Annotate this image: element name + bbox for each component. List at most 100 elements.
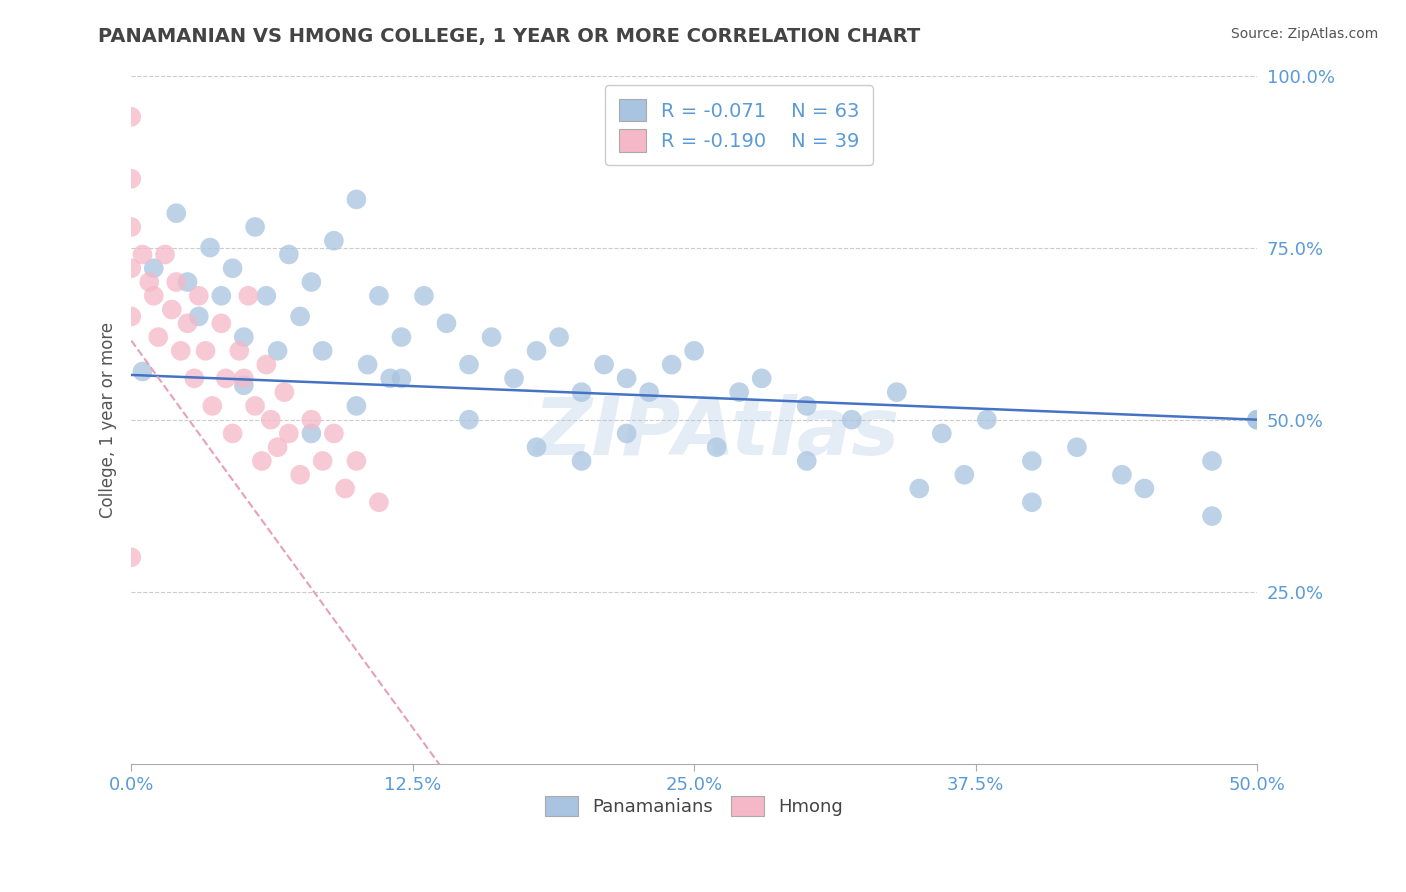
- Point: [209, 289, 232, 303]
- Point: [266, 440, 288, 454]
- Point: [953, 467, 976, 482]
- Point: [201, 399, 224, 413]
- Point: [706, 440, 728, 454]
- Point: [176, 275, 198, 289]
- Point: [243, 399, 266, 413]
- Point: [571, 385, 593, 400]
- Point: [413, 289, 436, 303]
- Point: [1201, 454, 1223, 468]
- Point: [142, 289, 165, 303]
- Point: [322, 426, 344, 441]
- Point: [368, 289, 391, 303]
- Point: [886, 385, 908, 400]
- Point: [176, 316, 198, 330]
- Text: PANAMANIAN VS HMONG COLLEGE, 1 YEAR OR MORE CORRELATION CHART: PANAMANIAN VS HMONG COLLEGE, 1 YEAR OR M…: [98, 27, 921, 45]
- Point: [503, 371, 526, 385]
- Point: [458, 358, 481, 372]
- Point: [299, 426, 322, 441]
- Point: [148, 330, 170, 344]
- Point: [593, 358, 616, 372]
- Point: [1201, 509, 1223, 524]
- Point: [165, 275, 187, 289]
- Point: [908, 482, 931, 496]
- Point: [344, 399, 367, 413]
- Point: [221, 261, 243, 276]
- Point: [458, 412, 481, 426]
- Point: [728, 385, 751, 400]
- Point: [1133, 482, 1156, 496]
- Point: [170, 343, 193, 358]
- Point: [120, 219, 142, 234]
- Point: [380, 371, 402, 385]
- Point: [277, 247, 299, 261]
- Point: [250, 454, 273, 468]
- Point: [160, 302, 183, 317]
- Point: [1021, 454, 1043, 468]
- Point: [356, 358, 378, 372]
- Point: [142, 261, 165, 276]
- Point: [1111, 467, 1133, 482]
- Point: [976, 412, 998, 426]
- Point: [548, 330, 571, 344]
- Point: [273, 385, 295, 400]
- Point: [153, 247, 176, 261]
- Point: [526, 343, 548, 358]
- Point: [232, 371, 254, 385]
- Point: [299, 275, 322, 289]
- Point: [391, 371, 413, 385]
- Point: [187, 289, 209, 303]
- Point: [138, 275, 160, 289]
- Point: [288, 310, 311, 324]
- Point: [254, 289, 277, 303]
- Point: [616, 371, 638, 385]
- Point: [120, 171, 142, 186]
- Point: [120, 110, 142, 124]
- Point: [221, 426, 243, 441]
- Point: [436, 316, 458, 330]
- Point: [344, 193, 367, 207]
- Point: [131, 364, 153, 378]
- Point: [131, 247, 153, 261]
- Point: [198, 241, 221, 255]
- Point: [683, 343, 706, 358]
- Point: [391, 330, 413, 344]
- Text: ZIPAtlas: ZIPAtlas: [533, 394, 900, 473]
- Point: [616, 426, 638, 441]
- Point: [120, 310, 142, 324]
- Point: [796, 454, 818, 468]
- Point: [526, 440, 548, 454]
- Point: [277, 426, 299, 441]
- Point: [232, 378, 254, 392]
- Point: [187, 310, 209, 324]
- Point: [165, 206, 187, 220]
- Point: [368, 495, 391, 509]
- Point: [1021, 495, 1043, 509]
- Point: [120, 550, 142, 565]
- Point: [1066, 440, 1088, 454]
- Point: [194, 343, 217, 358]
- Point: [1246, 412, 1268, 426]
- Point: [311, 454, 333, 468]
- Point: [209, 316, 232, 330]
- Point: [841, 412, 863, 426]
- Point: [120, 261, 142, 276]
- Point: [288, 467, 311, 482]
- Point: [311, 343, 333, 358]
- Text: Source: ZipAtlas.com: Source: ZipAtlas.com: [1230, 27, 1378, 41]
- Y-axis label: College, 1 year or more: College, 1 year or more: [100, 322, 117, 517]
- Point: [571, 454, 593, 468]
- Point: [299, 412, 322, 426]
- Point: [751, 371, 773, 385]
- Point: [232, 330, 254, 344]
- Point: [638, 385, 661, 400]
- Point: [322, 234, 344, 248]
- Point: [931, 426, 953, 441]
- Point: [243, 219, 266, 234]
- Point: [661, 358, 683, 372]
- Point: [238, 289, 260, 303]
- Point: [228, 343, 250, 358]
- Point: [254, 358, 277, 372]
- Point: [215, 371, 238, 385]
- Point: [796, 399, 818, 413]
- Point: [183, 371, 205, 385]
